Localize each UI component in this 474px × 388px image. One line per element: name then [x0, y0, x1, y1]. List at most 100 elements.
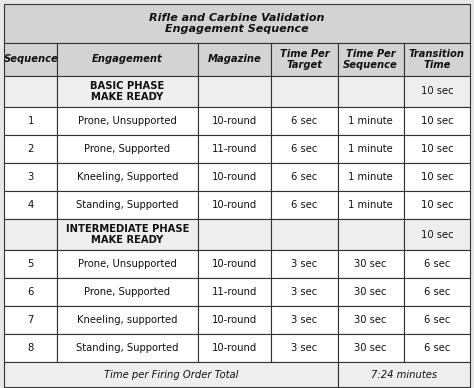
- Bar: [337, 191, 404, 219]
- Text: 6 sec: 6 sec: [292, 144, 318, 154]
- Bar: [272, 219, 337, 250]
- Bar: [404, 163, 470, 191]
- Text: 11-round: 11-round: [212, 287, 257, 297]
- Bar: [198, 107, 272, 135]
- Text: Time Per
Sequence: Time Per Sequence: [343, 49, 398, 70]
- Text: Rifle and Carbine Validation
Engagement Sequence: Rifle and Carbine Validation Engagement …: [149, 13, 325, 34]
- Bar: [57, 219, 198, 250]
- Text: 10 sec: 10 sec: [420, 200, 453, 210]
- Bar: [404, 219, 470, 250]
- Bar: [4, 76, 57, 107]
- Text: 11-round: 11-round: [212, 144, 257, 154]
- Text: 10-round: 10-round: [212, 172, 257, 182]
- Text: 3: 3: [27, 172, 34, 182]
- Bar: [272, 107, 337, 135]
- Bar: [337, 107, 404, 135]
- Bar: [337, 250, 404, 278]
- Text: Prone, Unsupported: Prone, Unsupported: [78, 259, 177, 269]
- Text: 1 minute: 1 minute: [348, 116, 393, 126]
- Bar: [198, 306, 272, 334]
- Bar: [404, 191, 470, 219]
- Text: 10-round: 10-round: [212, 116, 257, 126]
- Text: 30 sec: 30 sec: [355, 259, 387, 269]
- Bar: [57, 76, 198, 107]
- Bar: [4, 334, 57, 362]
- Bar: [272, 163, 337, 191]
- Bar: [337, 278, 404, 306]
- Bar: [404, 250, 470, 278]
- Text: 10 sec: 10 sec: [420, 144, 453, 154]
- Text: Prone, Supported: Prone, Supported: [84, 144, 171, 154]
- Text: Standing, Supported: Standing, Supported: [76, 200, 179, 210]
- Text: 10 sec: 10 sec: [420, 87, 453, 97]
- Text: 10 sec: 10 sec: [420, 172, 453, 182]
- Text: 6 sec: 6 sec: [292, 200, 318, 210]
- Text: 1 minute: 1 minute: [348, 144, 393, 154]
- Bar: [4, 163, 57, 191]
- Text: 6 sec: 6 sec: [292, 172, 318, 182]
- Text: Kneeling, supported: Kneeling, supported: [77, 315, 178, 325]
- Bar: [272, 43, 337, 76]
- Text: Transition
Time: Transition Time: [409, 49, 465, 70]
- Bar: [4, 250, 57, 278]
- Bar: [57, 278, 198, 306]
- Bar: [4, 278, 57, 306]
- Text: 10-round: 10-round: [212, 259, 257, 269]
- Bar: [57, 135, 198, 163]
- Bar: [272, 278, 337, 306]
- Text: 10-round: 10-round: [212, 315, 257, 325]
- Text: 8: 8: [27, 343, 34, 353]
- Bar: [198, 76, 272, 107]
- Bar: [4, 219, 57, 250]
- Text: Engagement: Engagement: [92, 54, 163, 64]
- Bar: [198, 163, 272, 191]
- Bar: [337, 76, 404, 107]
- Text: Time per Firing Order Total: Time per Firing Order Total: [104, 369, 238, 379]
- Text: 10-round: 10-round: [212, 343, 257, 353]
- Text: 5: 5: [27, 259, 34, 269]
- Text: 3 sec: 3 sec: [292, 287, 318, 297]
- Text: 3 sec: 3 sec: [292, 315, 318, 325]
- Bar: [337, 334, 404, 362]
- Text: 6 sec: 6 sec: [424, 287, 450, 297]
- Text: 7:24 minutes: 7:24 minutes: [371, 369, 437, 379]
- Bar: [57, 306, 198, 334]
- Text: 10 sec: 10 sec: [420, 229, 453, 239]
- Bar: [57, 191, 198, 219]
- Bar: [198, 191, 272, 219]
- Bar: [4, 107, 57, 135]
- Bar: [198, 219, 272, 250]
- Text: 30 sec: 30 sec: [355, 315, 387, 325]
- Text: 30 sec: 30 sec: [355, 287, 387, 297]
- Bar: [198, 43, 272, 76]
- Bar: [272, 334, 337, 362]
- Bar: [198, 334, 272, 362]
- Text: 10-round: 10-round: [212, 200, 257, 210]
- Text: 3 sec: 3 sec: [292, 343, 318, 353]
- Bar: [404, 76, 470, 107]
- Bar: [337, 135, 404, 163]
- Text: 4: 4: [27, 200, 34, 210]
- Bar: [337, 163, 404, 191]
- Bar: [337, 219, 404, 250]
- Bar: [404, 334, 470, 362]
- Bar: [57, 43, 198, 76]
- Bar: [272, 191, 337, 219]
- Bar: [404, 107, 470, 135]
- Text: 6 sec: 6 sec: [424, 315, 450, 325]
- Bar: [404, 135, 470, 163]
- Text: Magazine: Magazine: [208, 54, 261, 64]
- Bar: [4, 306, 57, 334]
- Text: 1: 1: [27, 116, 34, 126]
- Text: INTERMEDIATE PHASE
MAKE READY: INTERMEDIATE PHASE MAKE READY: [66, 224, 189, 245]
- Bar: [57, 107, 198, 135]
- Text: Sequence: Sequence: [3, 54, 58, 64]
- Text: BASIC PHASE
MAKE READY: BASIC PHASE MAKE READY: [91, 81, 164, 102]
- Bar: [57, 334, 198, 362]
- Text: 6: 6: [27, 287, 34, 297]
- Text: 6 sec: 6 sec: [424, 343, 450, 353]
- Text: Kneeling, Supported: Kneeling, Supported: [77, 172, 178, 182]
- Bar: [198, 135, 272, 163]
- Text: Prone, Supported: Prone, Supported: [84, 287, 171, 297]
- Text: 10 sec: 10 sec: [420, 116, 453, 126]
